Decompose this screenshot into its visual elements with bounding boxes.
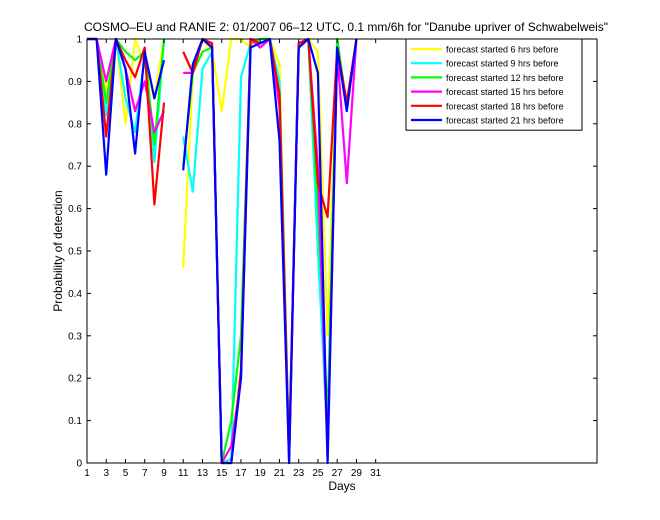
legend-label-3: forecast started 12 hrs before bbox=[446, 73, 564, 83]
y-tick-label: 0.8 bbox=[68, 119, 82, 130]
legend-box bbox=[405, 38, 583, 131]
legend-label-4: forecast started 15 hrs before bbox=[446, 87, 564, 97]
y-tick-label: 0.5 bbox=[68, 247, 82, 258]
x-tick-label: 25 bbox=[312, 468, 324, 479]
axes-layer: 1 3 5 7 9 11 13 15 17 19 21 23 25 27 29 3100.10.20.30.4… bbox=[68, 35, 598, 479]
x-tick-label: 1 bbox=[84, 468, 90, 479]
x-tick-label: 31 bbox=[370, 468, 382, 479]
x-axis-label: Days bbox=[328, 479, 355, 493]
x-tick-label: 9 bbox=[161, 468, 167, 479]
y-tick-label: 0.9 bbox=[68, 77, 82, 88]
x-tick-label: 7 bbox=[142, 468, 148, 479]
x-tick-label: 27 bbox=[332, 468, 344, 479]
x-tick-label: 17 bbox=[235, 468, 247, 479]
y-tick-label: 0.4 bbox=[68, 289, 82, 300]
y-tick-label: 0.3 bbox=[68, 331, 82, 342]
x-tick-label: 23 bbox=[293, 468, 305, 479]
x-tick-label: 11 bbox=[178, 468, 189, 479]
x-tick-label: 13 bbox=[197, 468, 209, 479]
x-tick-label: 3 bbox=[103, 468, 109, 479]
legend: forecast started 6 hrs before forecast st… bbox=[405, 38, 583, 131]
x-tick-label: 19 bbox=[255, 468, 267, 479]
y-tick-label: 0.2 bbox=[68, 374, 82, 385]
legend-label-5: forecast started 18 hrs before bbox=[446, 101, 564, 111]
legend-label-6: forecast started 21 hrs before bbox=[446, 116, 564, 126]
x-tick-label: 15 bbox=[216, 468, 228, 479]
legend-label-2: forecast started 9 hrs before bbox=[446, 59, 559, 69]
chart-title: COSMO–EU and RANIE 2: 01/2007 06–12 UTC,… bbox=[84, 20, 608, 34]
x-tick-label: 5 bbox=[123, 468, 129, 479]
x-tick-label: 21 bbox=[274, 468, 286, 479]
y-axis-label: Probability of detection bbox=[51, 190, 65, 311]
y-tick-label: 0.1 bbox=[68, 416, 82, 427]
y-tick-label: 0 bbox=[76, 459, 82, 470]
legend-label-1: forecast started 6 hrs before bbox=[446, 45, 559, 55]
y-tick-label: 1 bbox=[76, 35, 82, 46]
y-tick-label: 0.7 bbox=[68, 162, 82, 173]
y-tick-label: 0.6 bbox=[68, 204, 82, 215]
x-tick-label: 29 bbox=[351, 468, 363, 479]
